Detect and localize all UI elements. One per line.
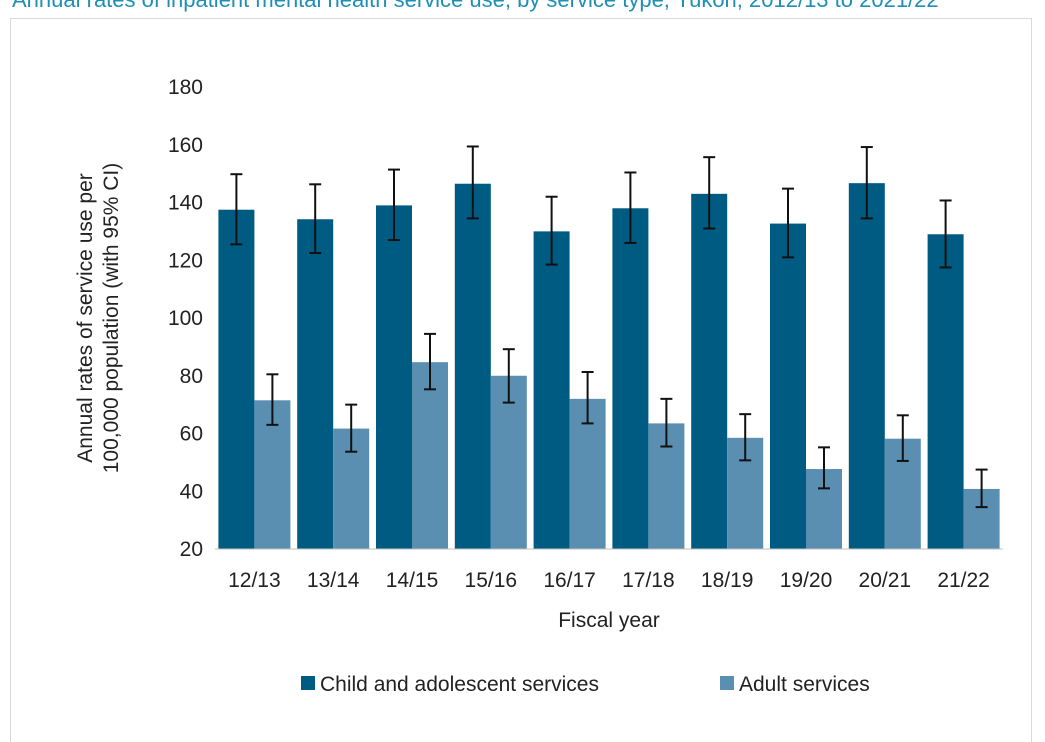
bar-adult [412, 362, 448, 549]
y-axis-ticks: 20 40 60 80 100 120 140 160 180 [168, 76, 203, 561]
bar-child-adolescent [533, 231, 570, 549]
legend-label-child-adolescent: Child and adolescent services [320, 673, 599, 696]
y-tick-label: 40 [180, 480, 203, 503]
bar-child-adolescent [454, 183, 491, 549]
legend-swatch-adult [720, 676, 734, 690]
bars [218, 183, 1000, 550]
y-tick-label: 160 [168, 134, 203, 157]
bar-child-adolescent [848, 183, 885, 549]
y-tick-label: 180 [168, 76, 203, 99]
bar-adult [490, 375, 527, 549]
bar-child-adolescent [770, 223, 806, 550]
legend: Child and adolescent services Adult servi… [301, 673, 870, 696]
bar-child-adolescent [376, 205, 412, 549]
legend-swatch-child-adolescent [301, 676, 315, 690]
y-axis-label-line-2: 100,000 population (with 95% CI) [100, 163, 123, 474]
x-tick-label: 13/14 [307, 569, 360, 592]
y-tick-label: 100 [168, 307, 203, 330]
x-tick-label: 19/20 [780, 569, 833, 592]
legend-label-adult: Adult services [739, 673, 870, 696]
figure-title-cropped: Annual rates of inpatient mental health … [12, 0, 939, 12]
y-tick-label: 80 [180, 365, 203, 388]
x-tick-label: 15/16 [465, 569, 518, 592]
x-tick-label: 21/22 [937, 569, 990, 592]
y-tick-label: 20 [180, 538, 203, 561]
x-axis-label: Fiscal year [558, 609, 660, 632]
bar-child-adolescent [612, 208, 649, 549]
bar-child-adolescent [691, 193, 728, 549]
y-tick-label: 120 [168, 249, 203, 272]
x-tick-label: 16/17 [543, 569, 596, 592]
x-axis-ticks: 12/13 13/14 14/15 15/16 16/17 17/18 18/19 19/20… [228, 569, 990, 592]
y-axis-label: Annual rates of service use per 100,000 … [74, 163, 123, 474]
error-bars [230, 145, 988, 509]
x-tick-label: 12/13 [228, 569, 281, 592]
bar-child-adolescent [927, 234, 964, 549]
x-tick-label: 18/19 [701, 569, 754, 592]
y-tick-label: 60 [180, 423, 203, 446]
bar-child-adolescent [297, 219, 334, 549]
x-tick-label: 20/21 [859, 569, 912, 592]
bar-child-adolescent [218, 209, 255, 549]
x-tick-label: 17/18 [622, 569, 675, 592]
x-tick-label: 14/15 [386, 569, 439, 592]
y-axis-label-line-1: Annual rates of service use per [74, 173, 97, 463]
y-tick-label: 140 [168, 192, 203, 215]
